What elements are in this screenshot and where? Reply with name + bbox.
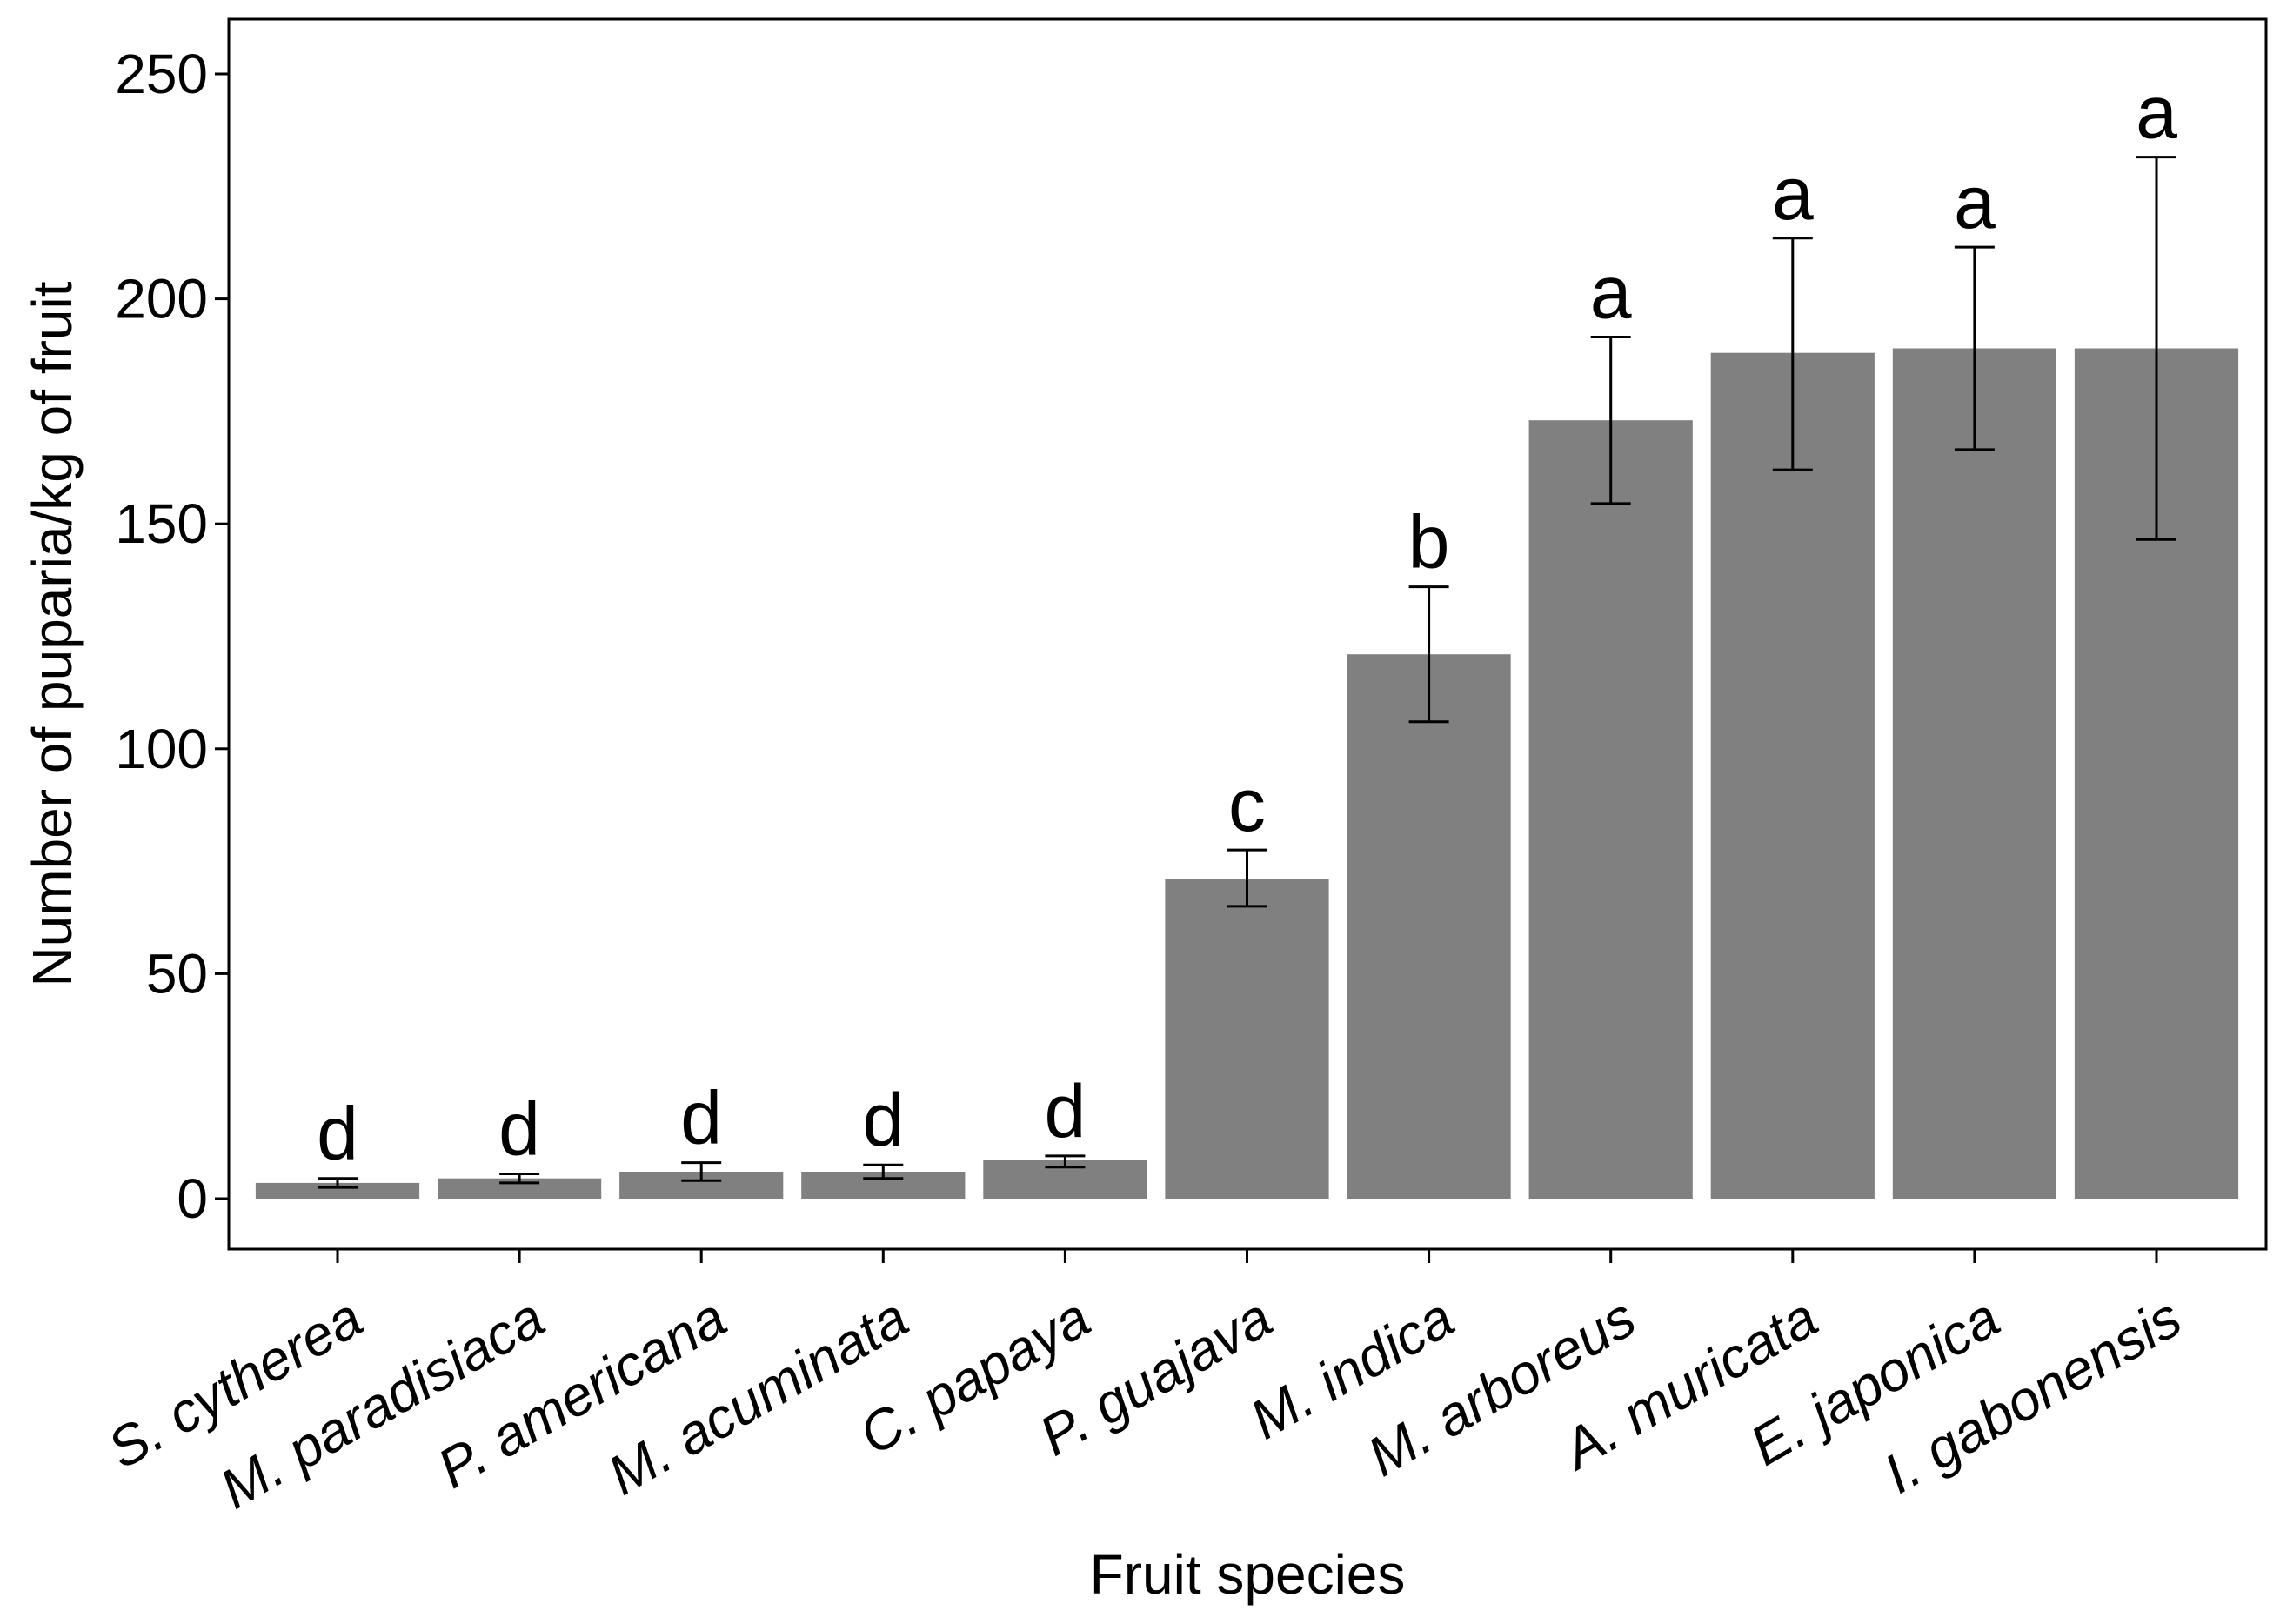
significance-label: d xyxy=(1044,1070,1086,1153)
error-bar xyxy=(2136,156,2176,541)
significance-label: a xyxy=(1590,251,1632,335)
significance-label: d xyxy=(862,1079,904,1162)
y-tick-label: 100 xyxy=(115,718,208,780)
bar xyxy=(1165,879,1329,1199)
bar xyxy=(438,1178,602,1199)
bars-layer xyxy=(255,348,2239,1199)
y-tick-label: 250 xyxy=(115,43,208,105)
significance-label: b xyxy=(1408,501,1450,585)
y-tick-label: 50 xyxy=(146,942,208,1005)
bar xyxy=(1710,352,1875,1199)
significance-label: a xyxy=(1772,152,1814,236)
y-tick-label: 0 xyxy=(177,1167,208,1230)
error-bar xyxy=(1227,848,1267,908)
y-axis: 0 50 100 150 200 250 xyxy=(115,43,229,1230)
bar xyxy=(1528,420,1693,1199)
y-tick-label: 150 xyxy=(115,492,208,555)
y-tick-label: 200 xyxy=(115,268,208,331)
significance-label: c xyxy=(1228,764,1266,847)
error-bar xyxy=(1590,336,1631,505)
error-bar xyxy=(681,1161,722,1182)
significance-labels-layer: d d d d d c b a a a a xyxy=(317,71,2177,1176)
significance-label: d xyxy=(498,1088,540,1172)
error-bar xyxy=(1045,1154,1086,1169)
significance-label: d xyxy=(317,1093,358,1176)
error-bars-layer xyxy=(318,156,2176,1189)
error-bar xyxy=(863,1163,904,1180)
error-bar xyxy=(1408,585,1449,724)
bar xyxy=(255,1182,420,1199)
x-axis-title: Fruit species xyxy=(1090,1543,1406,1606)
significance-label: d xyxy=(680,1077,722,1160)
y-axis-title: Number of puparia/kg of fruit xyxy=(21,281,84,986)
significance-label: a xyxy=(1954,161,1996,244)
significance-label: a xyxy=(2136,71,2177,155)
error-bar xyxy=(1954,245,1995,451)
bar xyxy=(1347,654,1511,1199)
error-bar xyxy=(318,1177,358,1189)
error-bar xyxy=(499,1173,540,1185)
x-tick-label: M. acuminata xyxy=(598,1286,919,1507)
bar xyxy=(1892,348,2056,1199)
error-bar xyxy=(1772,237,1813,471)
